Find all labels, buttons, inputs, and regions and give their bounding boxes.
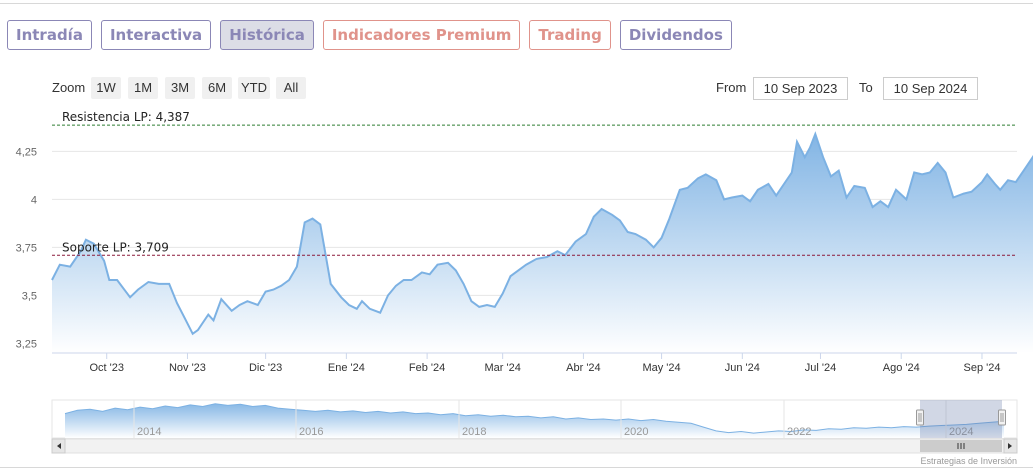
zoom-6m-button[interactable]: 6M [202, 77, 232, 99]
navigator-year-label: 2018 [462, 426, 486, 438]
zoom-1w-button[interactable]: 1W [91, 77, 121, 99]
zoom-ytd-button[interactable]: YTD [238, 77, 270, 99]
chart-tabs: Intradía Interactiva Histórica Indicadores … [7, 20, 732, 50]
data-points [51, 134, 1024, 334]
chevron-right-icon [1008, 443, 1012, 449]
y-tick-label: 4,25 [16, 146, 37, 158]
zoom-1m-button[interactable]: 1M [128, 77, 158, 99]
navigator-year-label: 2014 [137, 426, 161, 438]
navigator-year-label: 2024 [949, 426, 973, 438]
y-tick-label: 3,5 [22, 290, 37, 302]
x-tick-label: Dic '23 [249, 362, 282, 374]
tab-indicadores-premium[interactable]: Indicadores Premium [322, 20, 521, 50]
zoom-3m-button[interactable]: 3M [165, 77, 195, 99]
scrollbar-track[interactable] [51, 438, 1018, 454]
y-tick-label: 3,75 [16, 242, 37, 254]
range-from-input[interactable]: 10 Sep 2023 [753, 77, 848, 100]
x-tick-label: Oct '23 [89, 362, 124, 374]
navigator-left-handle[interactable] [916, 409, 924, 426]
navigator-line [64, 403, 1005, 434]
x-tick-label: Jun '24 [725, 362, 760, 374]
x-tick-label: Nov '23 [169, 362, 206, 374]
x-tick-label: Sep '24 [963, 362, 1000, 374]
navigator-right-handle[interactable] [998, 409, 1006, 426]
range-to-input[interactable]: 10 Sep 2024 [883, 77, 978, 100]
x-tick-label: May '24 [642, 362, 680, 374]
x-tick-label: Ago '24 [883, 362, 920, 374]
navigator-year-label: 2020 [624, 426, 648, 438]
chevron-left-icon [57, 443, 61, 449]
navigator-year-labels: 2014 2016 2018 2020 2022 2024 [133, 400, 973, 438]
resistance-label: Resistencia LP: 4,387 [62, 110, 190, 124]
navigator-year-label: 2016 [299, 426, 323, 438]
top-divider [0, 3, 1033, 4]
range-to-label: To [859, 80, 873, 95]
y-tick-label: 4 [31, 194, 37, 206]
x-tick-label: Jul '24 [805, 362, 836, 374]
navigator-scrollbar[interactable] [51, 438, 1018, 454]
x-tick-label: Mar '24 [484, 362, 520, 374]
scrollbar-grip-icon [957, 443, 965, 449]
y-tick-label: 3,25 [16, 338, 37, 350]
credit-text: Estrategias de Inversión [920, 456, 1017, 466]
navigator[interactable]: 2014 2016 2018 2020 2022 2024 [51, 399, 1018, 439]
support-label: Soporte LP: 3,709 [62, 240, 169, 254]
x-tick-label: Abr '24 [566, 362, 601, 374]
navigator-area [65, 403, 1004, 438]
bottom-divider [0, 467, 1033, 468]
price-area [52, 134, 1033, 353]
zoom-label: Zoom [52, 80, 86, 95]
y-axis-labels: 3,25 3,5 3,75 4 4,25 [16, 146, 37, 350]
tab-intrad-a[interactable]: Intradía [7, 20, 92, 50]
tab-dividendos[interactable]: Dividendos [619, 20, 732, 50]
x-tick-label: Ene '24 [328, 362, 365, 374]
tab-hist-rica[interactable]: Histórica [220, 20, 314, 50]
x-tick-label: Feb '24 [409, 362, 445, 374]
tab-interactiva[interactable]: Interactiva [100, 20, 212, 50]
zoom-all-button[interactable]: All [276, 77, 306, 99]
navigator-selection[interactable] [920, 400, 1002, 438]
tab-trading[interactable]: Trading [529, 20, 611, 50]
range-from-label: From [716, 80, 747, 95]
price-line [51, 131, 1033, 336]
navigator-year-label: 2022 [787, 426, 811, 438]
plot-lines: Resistencia LP: 4,387 Soporte LP: 3,709 [52, 110, 1017, 256]
x-axis-ticks: Oct '23 Nov '23 Dic '23 Ene '24 Feb '24 Mar '… [89, 353, 1000, 374]
